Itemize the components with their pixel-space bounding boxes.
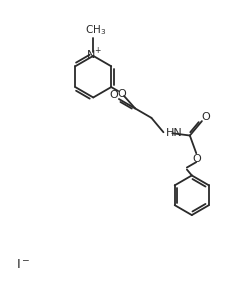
Text: I$^-$: I$^-$ <box>16 258 31 271</box>
Text: O: O <box>117 89 126 99</box>
Text: CH$_3$: CH$_3$ <box>84 23 105 37</box>
Text: O: O <box>201 112 209 122</box>
Text: HN: HN <box>165 128 181 138</box>
Text: O: O <box>109 90 118 100</box>
Text: N: N <box>87 50 95 60</box>
Text: O: O <box>191 154 200 164</box>
Text: +: + <box>94 46 100 55</box>
